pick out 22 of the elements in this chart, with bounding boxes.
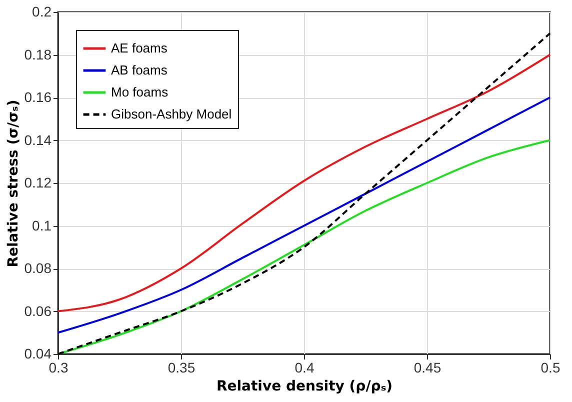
y-tick-label: 0.04 (24, 346, 52, 362)
x-tick-label: 0.35 (168, 360, 196, 376)
legend-label: Mo foams (111, 84, 169, 100)
x-axis-title: Relative density (ρ/ρₛ) (216, 378, 393, 394)
legend-label: AB foams (111, 62, 168, 78)
y-axis-title: Relative stress (σ/σₛ) (5, 100, 22, 268)
y-tick-label: 0.08 (24, 260, 52, 276)
y-tick-label: 0.06 (24, 302, 52, 319)
x-tick-label: 0.4 (294, 360, 314, 376)
x-tick-label: 0.3 (48, 360, 68, 376)
legend-label: AE foams (111, 40, 168, 56)
y-tick-label: 0.2 (32, 4, 52, 20)
line-series (57, 96, 551, 334)
y-tick-label: 0.18 (24, 46, 52, 62)
y-tick-label: 0.16 (24, 89, 52, 105)
x-tick-label: 0.5 (540, 360, 560, 376)
y-tick-label: 0.1 (32, 217, 52, 234)
line-series (57, 54, 551, 312)
y-tick-label: 0.12 (24, 174, 52, 190)
x-tick-label: 0.45 (414, 360, 442, 376)
y-tick-label: 0.14 (24, 132, 52, 148)
legend-label: Gibson-Ashby Model (111, 106, 232, 122)
